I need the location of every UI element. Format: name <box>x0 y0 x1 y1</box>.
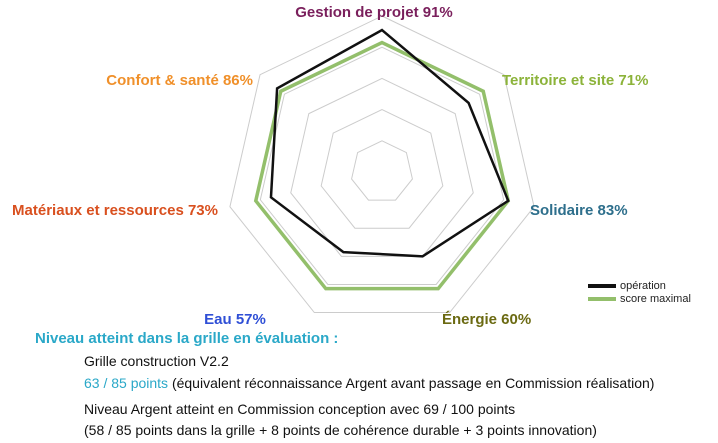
grid-ring-4 <box>259 46 505 285</box>
series-line <box>269 28 510 258</box>
grid-ring-5 <box>229 15 535 314</box>
caption-points: 63 / 85 points <box>84 375 169 391</box>
legend-item-score-maximal: score maximal <box>588 292 691 305</box>
caption-grid-score: 63 / 85 points (équivalent réconnaissanc… <box>84 375 654 391</box>
caption-breakdown: (58 / 85 points dans la grille + 8 point… <box>84 422 597 438</box>
caption-grid-version: Grille construction V2.2 <box>84 353 229 369</box>
legend-item-operation: opération <box>588 279 691 292</box>
caption-total-points: 69 / 100 points <box>423 401 516 417</box>
caption-title: Niveau atteint dans la grille en évaluat… <box>35 330 339 347</box>
caption-level-text2: avec <box>385 401 424 417</box>
legend-label-score-maximal: score maximal <box>620 292 691 305</box>
legend-swatch-operation <box>588 283 616 288</box>
caption-points-note: (équivalent réconnaissance Argent avant … <box>168 375 655 391</box>
grid-ring-3 <box>290 77 474 257</box>
legend-label-operation: opération <box>620 279 666 292</box>
caption-level-name: Niveau Argent <box>84 401 172 417</box>
axis-label-6: Matériaux et ressources 73% <box>12 202 218 219</box>
radar-chart: Gestion de projet 91% Territoire et site … <box>12 4 648 328</box>
caption-commission: Commission conception <box>237 401 386 417</box>
axis-label-1: Gestion de projet 91% <box>295 4 453 21</box>
caption-level: Niveau Argent atteint en Commission conc… <box>84 401 515 417</box>
axis-label-4: Énergie 60% <box>442 311 531 328</box>
legend: opération score maximal <box>588 279 691 305</box>
axis-label-2: Territoire et site 71% <box>502 72 648 89</box>
axis-label-3: Solidaire 83% <box>530 202 628 219</box>
axis-labels: Gestion de projet 91% Territoire et site … <box>12 4 648 328</box>
grid-ring-2 <box>320 109 444 229</box>
grid-ring-1 <box>351 140 413 201</box>
radar-grid <box>229 15 535 314</box>
legend-swatch-score-maximal <box>588 296 616 301</box>
series-operation <box>269 28 510 258</box>
axis-label-7: Confort & santé 86% <box>106 72 253 89</box>
axis-label-5: Eau 57% <box>204 311 266 328</box>
caption-level-text1: atteint en <box>171 401 238 417</box>
